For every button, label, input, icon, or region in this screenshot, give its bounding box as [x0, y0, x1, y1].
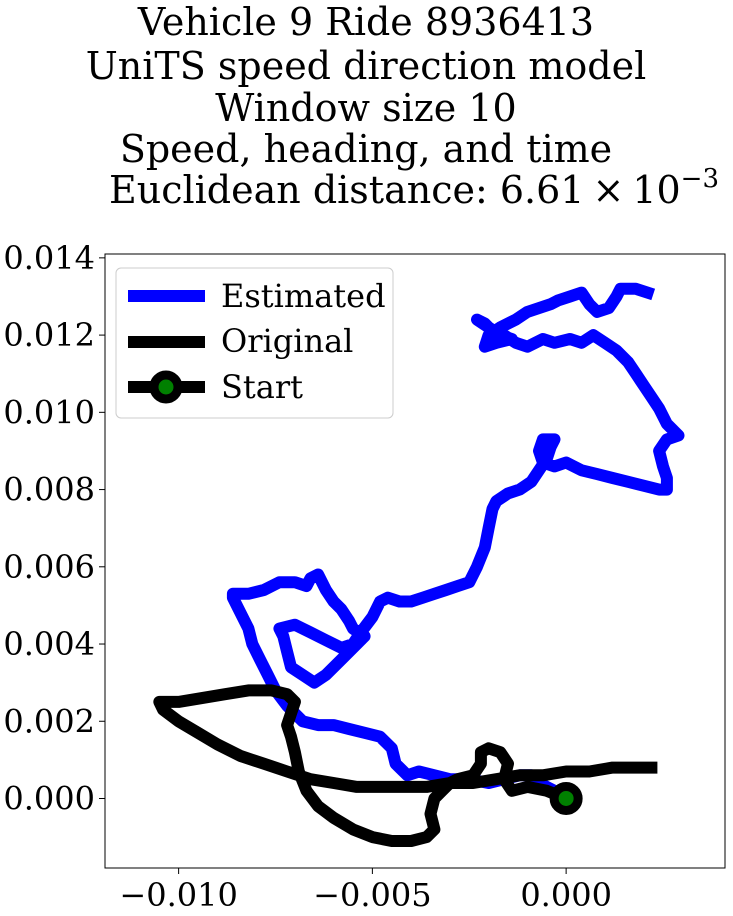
x-tick-label: 0.000 [520, 876, 612, 914]
chart-title: Vehicle 9 Ride 8936413 UniTS speed direc… [86, 0, 719, 212]
legend-label-start: Start [221, 368, 303, 406]
start-marker [549, 781, 583, 815]
title-line-4: Speed, heading, and time [120, 127, 612, 171]
legend-label-estimated: Estimated [221, 277, 386, 315]
title-line-distance: Euclidean distance: 6.61 × 10−3 [109, 164, 719, 212]
plot-frame [104, 253, 726, 869]
legend-label-original: Original [221, 322, 353, 360]
y-tick-label: 0.002 [3, 702, 95, 740]
legend-swatch-start-marker [149, 370, 183, 404]
series-line-estimated [226, 282, 685, 807]
title-line-1: Vehicle 9 Ride 8936413 [137, 0, 594, 44]
y-tick-label: 0.006 [3, 548, 95, 586]
legend: Estimated Original Start [115, 267, 394, 419]
title-line-2: UniTS speed direction model [86, 44, 646, 88]
title-distance-times: × [592, 168, 624, 212]
x-axis: −0.010 −0.005 0.000 [119, 868, 612, 914]
title-distance-exponent: −3 [681, 164, 719, 194]
start-marker-layer [549, 781, 583, 815]
y-axis: 0.000 0.002 0.004 0.006 0.008 0.010 0.012 0.014 [3, 239, 105, 817]
title-line-3: Window size 10 [215, 86, 516, 130]
x-tick-label: −0.010 [119, 876, 237, 914]
title-distance-prefix: Euclidean distance: 6.61 [109, 168, 584, 212]
y-tick-label: 0.000 [3, 779, 95, 817]
y-tick-label: 0.004 [3, 625, 95, 663]
series-layer [153, 282, 685, 847]
y-tick-label: 0.008 [3, 471, 95, 509]
x-tick-label: −0.005 [313, 876, 431, 914]
y-tick-label: 0.014 [3, 239, 95, 277]
y-tick-label: 0.010 [3, 393, 95, 431]
legend-frame [115, 267, 394, 419]
title-distance-base: 10 [632, 168, 680, 212]
series-line-original [153, 684, 658, 847]
y-tick-label: 0.012 [3, 316, 95, 354]
